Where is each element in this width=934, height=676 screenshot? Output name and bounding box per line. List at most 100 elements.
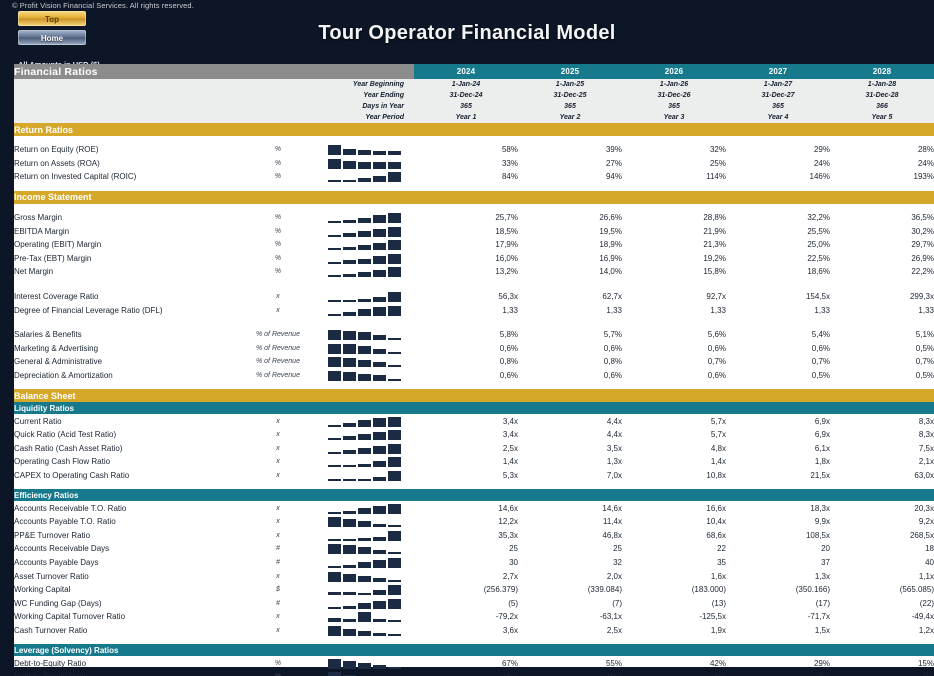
row-label: Degree of Financial Leverage Ratio (DFL) xyxy=(14,305,163,315)
table-row[interactable]: Return on Invested Capital (ROIC)% 84% 94%… xyxy=(14,170,934,184)
row-value: 6,9x xyxy=(814,430,830,440)
row-unit: % xyxy=(274,173,282,181)
row-value: 1,5x xyxy=(814,625,830,635)
table-row[interactable]: Net Margin% 13,2% 14,0% 15,8% 18,6% 22,2% xyxy=(14,265,934,279)
sparkline-bar xyxy=(372,296,386,303)
table-row[interactable]: General & Administrative % of Revenue 0,8%… xyxy=(14,355,934,369)
sparkline-cell xyxy=(314,442,414,456)
table-row[interactable]: Debt-to-Assets Ratio% 16%10%6%3%1% xyxy=(14,670,934,676)
table-row[interactable]: Interest Coverage Ratio x 56,3x 62,7x 92,7x 1… xyxy=(14,290,934,304)
row-unit: x xyxy=(276,518,280,526)
sparkline-cell xyxy=(314,656,414,670)
home-button[interactable]: Home xyxy=(18,30,86,45)
sparkline-bar xyxy=(357,272,371,278)
table-row[interactable]: Marketing & Advertising % of Revenue 0,6% 0… xyxy=(14,342,934,356)
table-row[interactable]: EBITDA Margin% 18,5% 19,5% 21,9% 25,5% 30,2% xyxy=(14,224,934,238)
sparkline-bar xyxy=(372,256,386,264)
sparkline-bar xyxy=(342,465,356,468)
table-row[interactable]: Return on Assets (ROA)% 33% 27% 25% 24% 24% xyxy=(14,157,934,171)
sparkline-bar xyxy=(327,158,341,169)
sparkline-cell xyxy=(314,624,414,638)
table-row[interactable]: PP&E Turnover Ratio x 35,3x 46,8x 68,6x 108,5… xyxy=(14,528,934,542)
sparkline-bar xyxy=(387,162,401,169)
row-value: 25,5% xyxy=(807,226,830,236)
header-cell: 366 xyxy=(830,101,934,112)
row-value: -63,1x xyxy=(599,612,622,622)
table-row[interactable]: Asset Turnover Ratio x 2,7x 2,0x 1,6x 1,3x 1,1… xyxy=(14,569,934,583)
row-value: 9,9x xyxy=(814,517,830,527)
row-value: 29% xyxy=(813,145,830,155)
table-row[interactable]: Accounts Receivable Days #25 25 22 20 18 xyxy=(14,542,934,556)
spacer xyxy=(14,637,934,644)
row-unit: x xyxy=(276,458,280,466)
row-value: (17) xyxy=(815,598,830,608)
row-value: 21,9% xyxy=(703,226,726,236)
sparkline-bar xyxy=(387,151,401,156)
row-unit: % xyxy=(274,268,282,276)
table-row[interactable]: Cash Ratio (Cash Asset Ratio) x 2,5x 3,5x 4,… xyxy=(14,442,934,456)
row-unit: % xyxy=(242,670,314,676)
row-value: 25% xyxy=(709,158,726,168)
row-value: 58% xyxy=(501,145,518,155)
spacer-row xyxy=(14,382,934,389)
row-value: 27% xyxy=(605,158,622,168)
table-row[interactable]: Accounts Payable Days #30 32 35 37 40 xyxy=(14,556,934,570)
table-row[interactable]: CAPEX to Operating Cash Ratio x 5,3x 7,0x 10… xyxy=(14,469,934,483)
table-row[interactable]: Accounts Receivable T.O. Ratio x 14,6x 14,6… xyxy=(14,501,934,515)
row-value: 1,6x xyxy=(710,571,726,581)
sparkline-bar xyxy=(327,511,341,514)
table-row[interactable]: Operating (EBIT) Margin% 17,9% 18,9% 21,3% 2… xyxy=(14,238,934,252)
row-value: 28,8% xyxy=(703,213,726,223)
table-row[interactable]: Cash Turnover Ratio x 3,6x 2,5x 1,9x 1,5x 1,2x xyxy=(14,624,934,638)
row-value: (339.084) xyxy=(587,585,622,595)
sparkline-bar xyxy=(357,612,371,623)
sparkline-bar xyxy=(387,525,401,528)
sparkline-bar xyxy=(372,560,386,568)
table-row[interactable]: Working Capital Turnover Ratio x -79,2x -63… xyxy=(14,610,934,624)
sparkline-bar xyxy=(372,307,386,316)
row-value: 1,33 xyxy=(710,305,726,315)
sparkline-bar xyxy=(327,357,341,368)
sparkline-cell xyxy=(314,501,414,515)
sparkline-bar xyxy=(327,424,341,427)
row-value: 5,4% xyxy=(811,330,830,340)
table-row[interactable]: Debt-to-Equity Ratio% 67% 55% 42% 29% 15% xyxy=(14,656,934,670)
table-row[interactable]: Return on Equity (ROE)% 58% 39% 32% 29% 28% xyxy=(14,143,934,157)
table-row[interactable]: Current Ratio x 3,4x 4,4x 5,7x 6,9x 8,3x xyxy=(14,414,934,428)
row-value: 24% xyxy=(813,158,830,168)
row-value: 3,5x xyxy=(606,443,622,453)
sparkline-bar xyxy=(327,465,341,468)
row-value: 10% xyxy=(518,670,622,676)
row-value: 1,4x xyxy=(502,457,518,467)
row-value: 0,6% xyxy=(707,371,726,381)
sparkline-bar xyxy=(357,150,371,156)
sparkline-bar xyxy=(387,305,401,316)
top-button[interactable]: Top xyxy=(18,11,86,26)
row-value: 30,2% xyxy=(911,226,934,236)
sparkline-bar xyxy=(327,672,341,676)
table-row[interactable]: Salaries & Benefits % of Revenue 5,8% 5,7% 5… xyxy=(14,328,934,342)
spacer xyxy=(14,382,934,389)
row-value: 35 xyxy=(717,557,726,567)
row-value: (22) xyxy=(919,598,934,608)
table-row[interactable]: Depreciation & Amortization % of Revenue 0… xyxy=(14,369,934,383)
table-row[interactable]: WC Funding Gap (Days) # (5) (7) (13) (17) (22) xyxy=(14,596,934,610)
table-row[interactable]: Pre-Tax (EBT) Margin% 16,0% 16,9% 19,2% 22,5… xyxy=(14,252,934,266)
row-value: 1,33 xyxy=(502,305,518,315)
table-row[interactable]: Working Capital $ (256.379) (339.084) (183.0… xyxy=(14,583,934,597)
header-cell: 31-Dec-27 xyxy=(726,90,830,101)
sparkline-bar xyxy=(372,375,386,382)
table-row[interactable]: Gross Margin% 25,7% 26,6% 28,8% 32,2% 36,5% xyxy=(14,211,934,225)
row-unit: $ xyxy=(276,586,280,594)
row-value: 193% xyxy=(913,172,934,182)
row-unit: # xyxy=(276,599,280,607)
table-row[interactable]: Operating Cash Flow Ratio x 1,4x 1,3x 1,4x 1,… xyxy=(14,455,934,469)
sparkline-bar xyxy=(357,420,371,427)
table-row[interactable]: Quick Ratio (Acid Test Ratio) x 3,4x 4,4x 5,… xyxy=(14,428,934,442)
row-value: 22,2% xyxy=(911,267,934,277)
table-row[interactable]: Accounts Payable T.O. Ratio x 12,2x 11,4x 10… xyxy=(14,515,934,529)
sparkline-cell xyxy=(314,428,414,442)
sparkline-bar xyxy=(372,418,386,427)
table-row[interactable]: Degree of Financial Leverage Ratio (DFL)… xyxy=(14,303,934,317)
copyright-notice: © Profit Vision Financial Services. All … xyxy=(12,1,194,10)
